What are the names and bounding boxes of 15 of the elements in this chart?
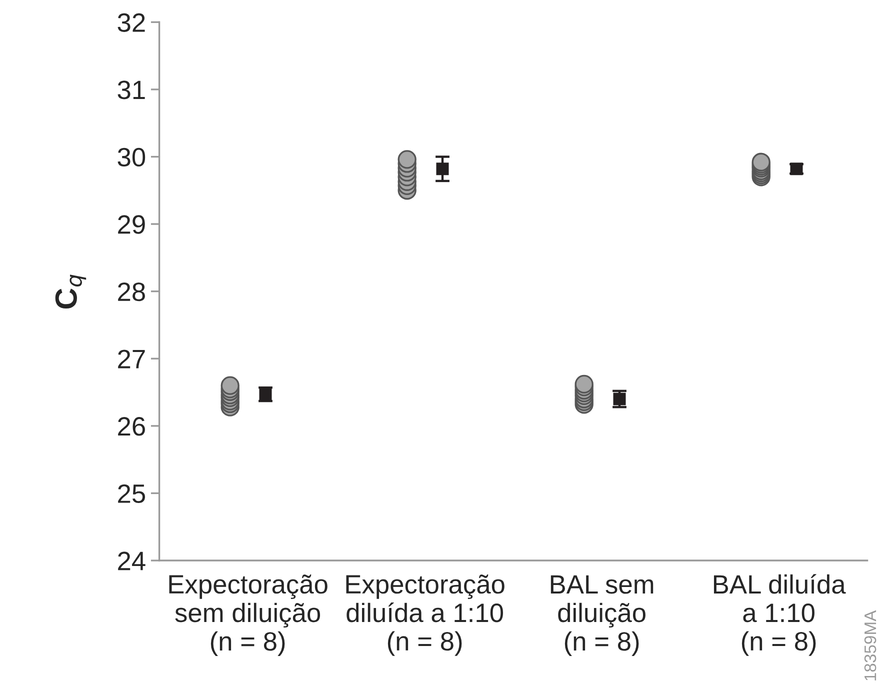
y-tick-label: 32 — [118, 13, 145, 32]
y-tick-label: 26 — [118, 417, 145, 436]
text: 18359MA — [864, 610, 876, 680]
y-tick-label: 25 — [118, 484, 145, 504]
y-tick-label: 24 — [118, 552, 146, 570]
x-tick-label: Expectoração sem diluição (n = 8) — [169, 574, 328, 656]
y-tick-label: 29 — [118, 215, 145, 234]
y-tick-label: 30 — [118, 148, 146, 167]
y-tick-label: 31 — [118, 80, 145, 100]
y-tick-label: 28 — [118, 282, 145, 302]
x-tick-label: BAL sem diluição (n = 8) — [550, 575, 654, 656]
x-tick-label: BAL diluída a 1:10 (n = 8) — [714, 574, 846, 656]
y-tick-label: 27 — [118, 350, 145, 368]
x-tick-label: Expectoração diluída a 1:10 (n = 8) — [346, 574, 504, 656]
y-axis-title: C$_{q}$ — [55, 274, 86, 309]
